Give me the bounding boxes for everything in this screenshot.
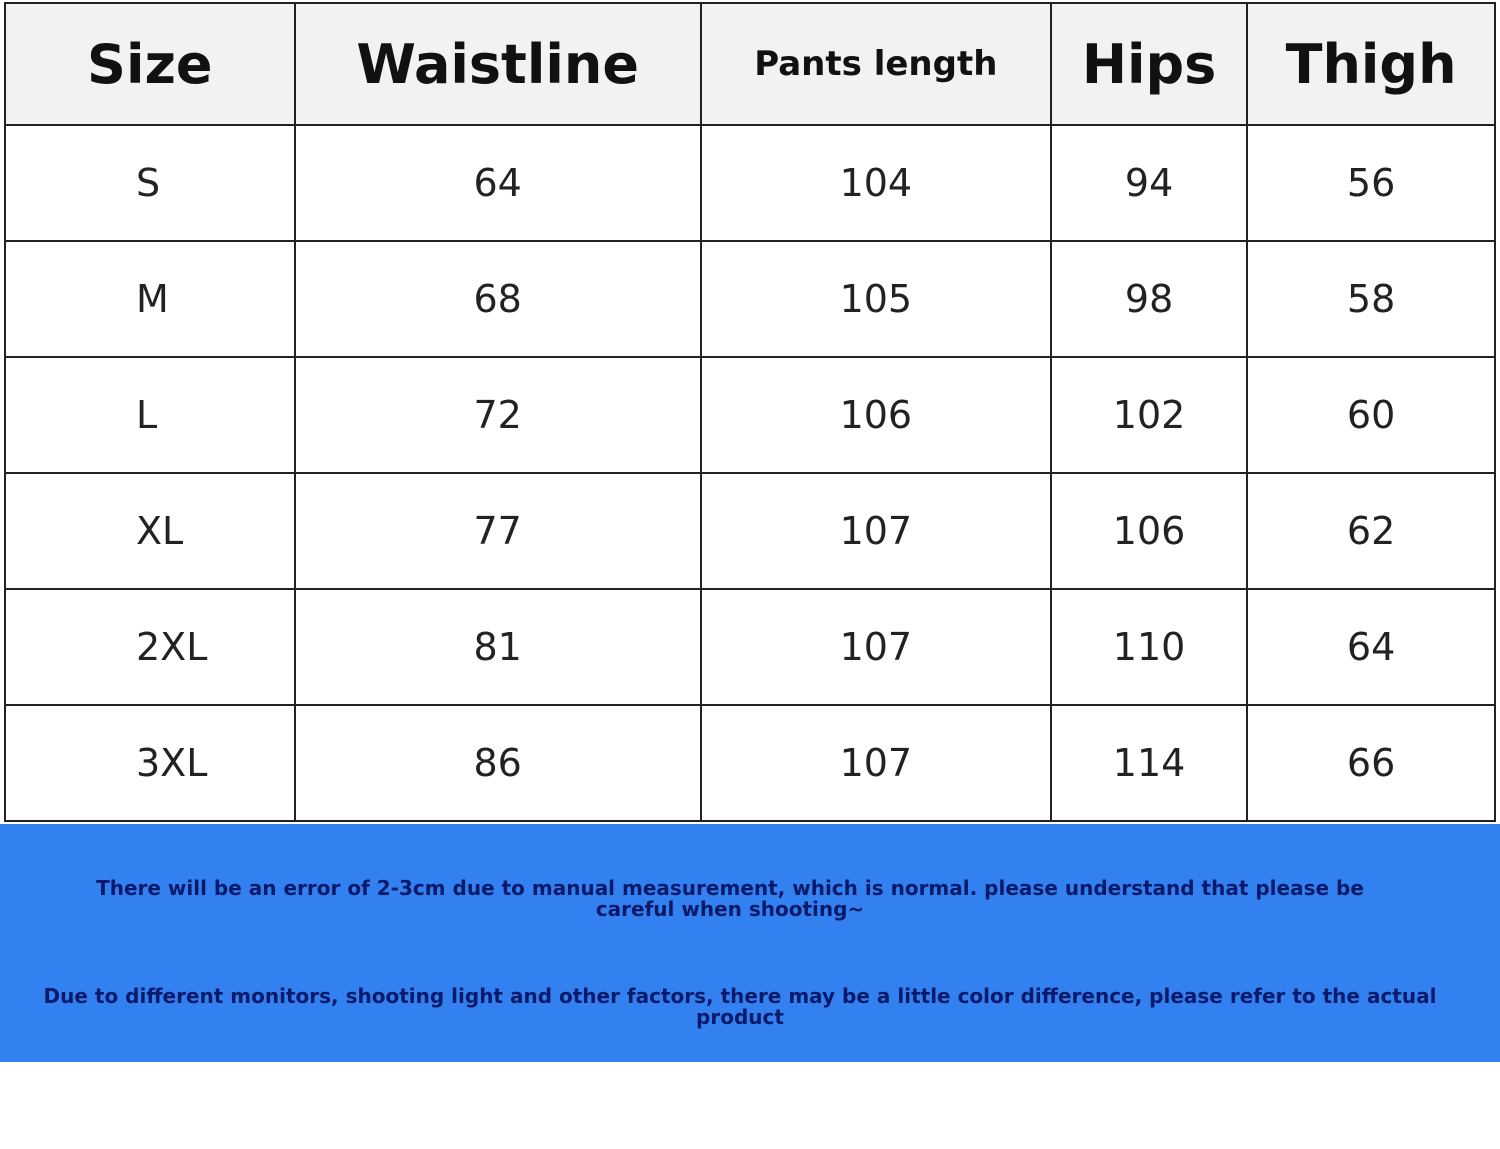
table-cell: 2XL — [4, 588, 296, 706]
table-cell: 56 — [1246, 124, 1496, 242]
table-cell: 64 — [1246, 588, 1496, 706]
header-cell: Pants length — [699, 2, 1052, 126]
table-cell: 98 — [1049, 240, 1249, 358]
table-cell: 106 — [699, 356, 1052, 474]
size-table: Size Waistline Pants length Hips Thigh S 64 10… — [4, 2, 1496, 822]
table-cell: 104 — [699, 124, 1052, 242]
header-row: Size Waistline Pants length Hips Thigh — [4, 2, 1496, 126]
notes-banner: There will be an error of 2-3cm due to m… — [0, 824, 1500, 1062]
table-cell: 68 — [293, 240, 702, 358]
header-cell: Thigh — [1246, 2, 1496, 126]
header-cell: Size — [4, 2, 296, 126]
table-cell: 77 — [293, 472, 702, 590]
table-cell: 62 — [1246, 472, 1496, 590]
table-body: S 64 104 94 56 M 68 105 98 58 L 72 106 102 60 XL 77 107 10… — [4, 124, 1496, 822]
table-cell: 64 — [293, 124, 702, 242]
table-row: M 68 105 98 58 — [4, 240, 1496, 358]
table-cell: 110 — [1049, 588, 1249, 706]
table-cell: 105 — [699, 240, 1052, 358]
table-cell: 102 — [1049, 356, 1249, 474]
table-cell: 94 — [1049, 124, 1249, 242]
table-cell: XL — [4, 472, 296, 590]
header-cell: Hips — [1049, 2, 1249, 126]
table-cell: 60 — [1246, 356, 1496, 474]
table-cell: 107 — [699, 588, 1052, 706]
note: Due to different monitors, shooting ligh… — [43, 984, 1437, 1029]
table-cell: M — [4, 240, 296, 358]
table-cell: S — [4, 124, 296, 242]
table-cell: L — [4, 356, 296, 474]
table-row: L 72 106 102 60 — [4, 356, 1496, 474]
table-cell: 66 — [1246, 704, 1496, 822]
table-cell: 107 — [699, 704, 1052, 822]
table-cell: 106 — [1049, 472, 1249, 590]
table-cell: 81 — [293, 588, 702, 706]
table-cell: 72 — [293, 356, 702, 474]
note: There will be an error of 2-3cm due to m… — [96, 876, 1364, 921]
table-row: XL 77 107 106 62 — [4, 472, 1496, 590]
table-row: 2XL 81 107 110 64 — [4, 588, 1496, 706]
table-cell: 114 — [1049, 704, 1249, 822]
table-cell: 86 — [293, 704, 702, 822]
table-cell: 58 — [1246, 240, 1496, 358]
table-row: 3XL 86 107 114 66 — [4, 704, 1496, 822]
table-cell: 107 — [699, 472, 1052, 590]
header-cell: Waistline — [293, 2, 702, 126]
table-cell: 3XL — [4, 704, 296, 822]
table-row: S 64 104 94 56 — [4, 124, 1496, 242]
